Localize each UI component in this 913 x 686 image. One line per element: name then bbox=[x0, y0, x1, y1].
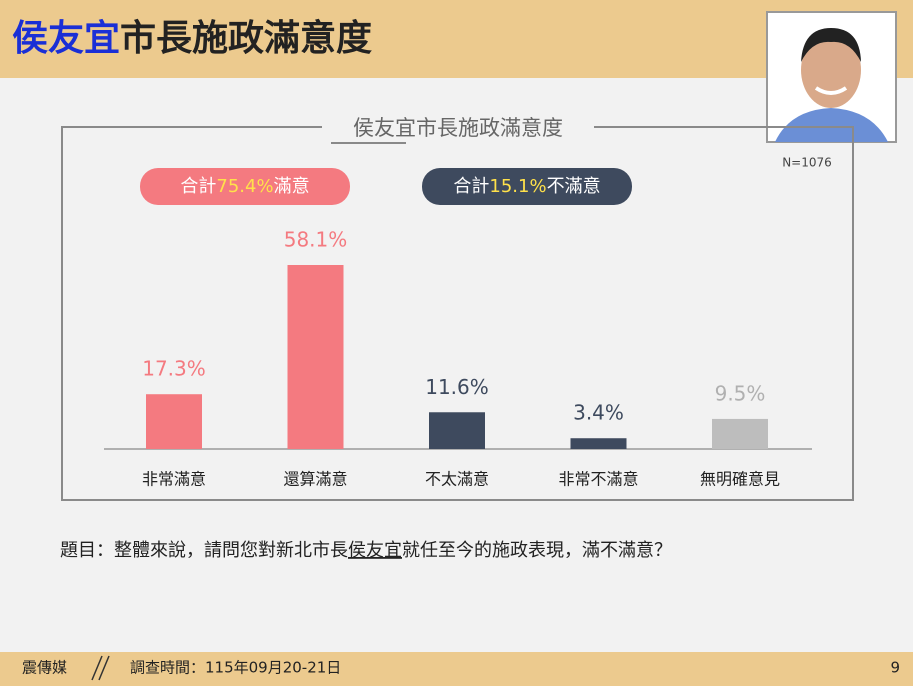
value-label: 58.1% bbox=[284, 228, 348, 252]
sample-note: N=1076 bbox=[782, 156, 832, 170]
x-tick-label: 不太滿意 bbox=[425, 470, 489, 489]
summary-part: 滿意 bbox=[274, 176, 310, 197]
x-tick-label: 無明確意見 bbox=[700, 470, 780, 489]
question-suffix: 就任至今的施政表現，滿不滿意？ bbox=[402, 540, 672, 561]
header-band bbox=[0, 0, 913, 78]
summary-part: 合計 bbox=[180, 176, 216, 197]
title-highlight: 侯友宜 bbox=[12, 18, 120, 59]
x-tick-label: 非常不滿意 bbox=[558, 470, 638, 489]
footer-divider bbox=[91, 655, 110, 681]
summary-badge bbox=[422, 168, 632, 205]
question: 題目：整體來說，請問您對新北市長侯友宜就任至今的施政表現，滿不滿意？ bbox=[60, 540, 672, 561]
value-label: 11.6% bbox=[425, 375, 489, 399]
value-label: 3.4% bbox=[573, 401, 624, 425]
question-highlight: 侯友宜 bbox=[348, 540, 402, 561]
question-prefix: 題目：整體來說，請問您對新北市長 bbox=[60, 540, 348, 561]
summary-text: 合計15.1%不滿意 bbox=[453, 176, 600, 197]
x-tick-label: 非常滿意 bbox=[142, 470, 206, 489]
bar bbox=[146, 394, 202, 449]
header-title: 侯友宜市長施政滿意度 bbox=[12, 18, 372, 59]
title-rest: 市長施政滿意度 bbox=[120, 18, 372, 59]
bar bbox=[287, 265, 344, 449]
x-tick-label: 還算滿意 bbox=[283, 470, 347, 489]
chart-title: 侯友宜市長施政滿意度 bbox=[353, 116, 563, 140]
title-backdrop bbox=[322, 115, 594, 141]
footer-source: 震傳媒 bbox=[22, 659, 67, 677]
value-label: 9.5% bbox=[715, 381, 766, 405]
page-number: 9 bbox=[890, 659, 900, 677]
summary-text: 合計75.4%滿意 bbox=[180, 176, 309, 197]
bar bbox=[712, 418, 768, 449]
portrait bbox=[766, 11, 897, 143]
value-label: 17.3% bbox=[142, 357, 206, 381]
bar bbox=[429, 412, 485, 449]
footer-time: 調查時間：115年09月20-21日 bbox=[130, 659, 341, 677]
summary-part: 15.1% bbox=[489, 176, 546, 197]
summary-part: 合計 bbox=[453, 176, 489, 197]
summary-part: 不滿意 bbox=[547, 176, 601, 197]
summary-part: 75.4% bbox=[216, 176, 273, 197]
footer-band bbox=[0, 652, 913, 686]
summary-badge bbox=[140, 168, 350, 205]
bar bbox=[570, 438, 627, 449]
